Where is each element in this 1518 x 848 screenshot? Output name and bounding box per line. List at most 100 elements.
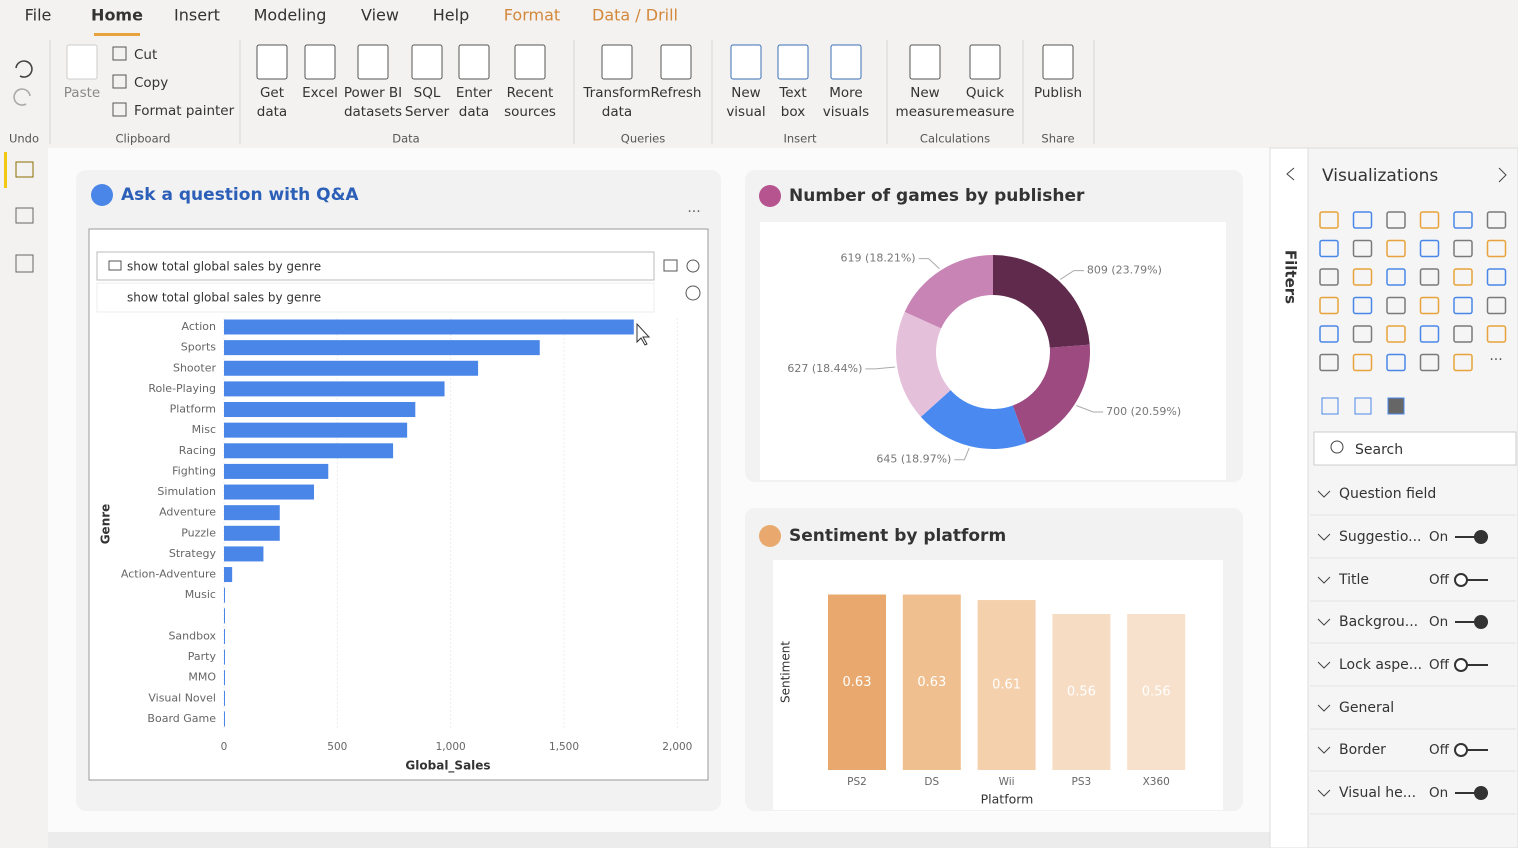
ribbon-button-icon[interactable] [969, 44, 1001, 80]
settings-icon[interactable] [686, 259, 700, 273]
viz-icon[interactable] [1386, 268, 1406, 286]
viz-icon[interactable] [1352, 268, 1373, 286]
ribbon-button-icon[interactable] [830, 44, 862, 80]
ribbon-button-label[interactable]: Text [778, 85, 806, 101]
toggle-knob[interactable] [1454, 658, 1468, 672]
more-options[interactable]: ··· [687, 204, 700, 220]
format-section-label[interactable]: Suggestio... [1339, 529, 1422, 545]
chevron[interactable] [1317, 490, 1331, 498]
viz-icon[interactable] [1486, 239, 1507, 258]
ribbon-tab[interactable]: Insert [174, 6, 220, 25]
small-button-icon[interactable] [112, 46, 127, 61]
ribbon-button-icon[interactable] [256, 44, 288, 80]
ribbon-button-label[interactable]: Power BI [344, 85, 402, 101]
viz-icon[interactable] [1319, 353, 1339, 372]
ribbon-button-icon[interactable] [660, 44, 692, 80]
format-section-label[interactable]: Question field [1339, 486, 1436, 502]
chevron[interactable] [1317, 618, 1331, 626]
format-section-label[interactable]: Border [1339, 742, 1386, 758]
viz-icon[interactable] [1352, 353, 1373, 372]
ribbon-tab[interactable]: Data / Drill [592, 6, 678, 25]
ribbon-tab[interactable]: Home [91, 6, 143, 25]
pane-tab-icon[interactable] [1387, 397, 1405, 415]
toggle-knob[interactable] [1474, 530, 1488, 544]
ribbon-button-label[interactable]: Recent [507, 85, 554, 101]
viz-icon[interactable] [1486, 325, 1507, 343]
ribbon-small-button[interactable]: Format painter [134, 103, 235, 119]
format-section-label[interactable]: Title [1338, 572, 1369, 588]
ribbon-tab[interactable]: Format [504, 6, 560, 25]
ribbon-button-icon[interactable] [66, 44, 98, 80]
pane-tab-icon[interactable] [1321, 397, 1339, 415]
ribbon-button-icon[interactable] [777, 44, 809, 80]
ribbon-small-button[interactable]: Cut [134, 47, 157, 63]
ribbon-button-label[interactable]: visuals [823, 104, 869, 120]
viz-icon[interactable] [1453, 296, 1473, 315]
ribbon-button-label[interactable]: visual [726, 104, 765, 120]
viz-icon[interactable] [1453, 353, 1473, 372]
format-section-label[interactable]: Lock aspe... [1339, 657, 1422, 673]
format-section-label[interactable]: General [1339, 700, 1394, 716]
viz-icon[interactable] [1352, 211, 1373, 229]
viz-icon[interactable] [1352, 296, 1373, 315]
ribbon-button-label[interactable]: measure [896, 104, 955, 120]
chevron[interactable] [1317, 704, 1331, 712]
ribbon-button-label[interactable]: Refresh [651, 85, 702, 101]
ribbon-button-label[interactable]: box [781, 104, 805, 120]
ribbon-button-label[interactable]: data [459, 104, 489, 120]
viz-icon[interactable] [1419, 325, 1440, 343]
viz-icon[interactable] [1386, 325, 1406, 343]
viz-icon[interactable] [1352, 239, 1373, 258]
table-view-icon[interactable] [15, 207, 34, 224]
ribbon-button-label[interactable]: Publish [1034, 85, 1082, 101]
viz-icon[interactable] [1319, 296, 1339, 315]
ribbon-button-label[interactable]: Excel [302, 85, 338, 101]
ribbon-button-label[interactable]: Quick [966, 85, 1004, 101]
ribbon-button-label[interactable]: Enter [456, 85, 493, 101]
format-section-label[interactable]: Backgrou... [1339, 614, 1418, 630]
qa-suggestion-box[interactable] [96, 282, 655, 313]
ribbon-button-label[interactable]: sources [504, 104, 556, 120]
ribbon-button-label[interactable]: Transform [582, 85, 650, 101]
info-icon[interactable] [685, 285, 701, 301]
pane-tab-icon[interactable] [1354, 397, 1372, 415]
chevron[interactable] [1317, 746, 1331, 754]
ribbon-button-label[interactable]: data [257, 104, 287, 120]
viz-icon[interactable] [1419, 268, 1440, 286]
ribbon-tab[interactable]: File [25, 6, 52, 25]
format-section-label[interactable]: Visual he... [1339, 785, 1416, 801]
viz-icon[interactable] [1453, 239, 1473, 258]
viz-icon[interactable] [1319, 325, 1339, 343]
expand-icon[interactable] [1498, 167, 1507, 183]
ribbon-tab[interactable]: View [361, 6, 399, 25]
chevron[interactable] [1317, 533, 1331, 541]
ribbon-button-icon[interactable] [458, 44, 490, 80]
chevron[interactable] [1317, 576, 1331, 584]
viz-icon[interactable] [1386, 296, 1406, 315]
ribbon-button-icon[interactable] [411, 44, 443, 80]
small-button-icon[interactable] [112, 102, 127, 117]
ribbon-button-icon[interactable] [909, 44, 941, 80]
report-view-icon[interactable] [15, 161, 34, 178]
toggle-knob[interactable] [1474, 786, 1488, 800]
viz-icon[interactable] [1486, 296, 1507, 315]
ribbon-button-icon[interactable] [601, 44, 633, 80]
viz-icon[interactable] [1419, 296, 1440, 315]
viz-icon[interactable] [1319, 268, 1339, 286]
ribbon-button-label[interactable]: New [731, 85, 760, 101]
ribbon-button-icon[interactable] [730, 44, 762, 80]
ribbon-button-label[interactable]: measure [956, 104, 1015, 120]
ribbon-button-icon[interactable] [514, 44, 546, 80]
search-placeholder[interactable]: Search [1355, 442, 1403, 458]
search-box[interactable] [1313, 431, 1517, 466]
toggle-knob[interactable] [1454, 743, 1468, 757]
model-view-icon[interactable] [15, 254, 34, 273]
ribbon-button-label[interactable]: Get [260, 85, 284, 101]
ribbon-button-label[interactable]: SQL [414, 85, 441, 101]
ribbon-tab[interactable]: Help [433, 6, 469, 25]
ribbon-button-label[interactable]: Paste [64, 85, 100, 101]
ribbon-button-icon[interactable] [304, 44, 336, 80]
viz-icon[interactable] [1419, 211, 1440, 229]
small-button-icon[interactable] [112, 74, 127, 89]
collapse-icon[interactable] [1286, 167, 1295, 181]
